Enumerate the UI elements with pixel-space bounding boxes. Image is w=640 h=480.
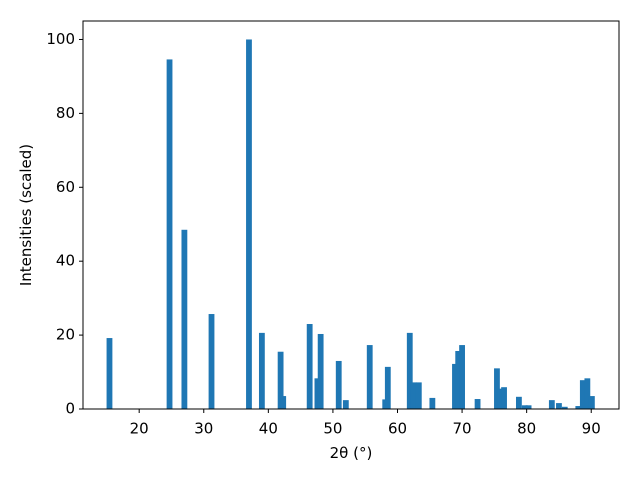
bar — [452, 363, 458, 409]
x-tick-label: 20 — [130, 420, 149, 438]
bar — [342, 400, 349, 409]
bar — [317, 333, 324, 409]
x-tick-label: 40 — [259, 420, 278, 438]
bar — [410, 382, 417, 409]
x-tick-label: 60 — [388, 420, 407, 438]
y-tick-label: 0 — [65, 400, 75, 418]
bar — [459, 345, 465, 409]
bar — [258, 332, 265, 409]
bar — [584, 378, 591, 409]
bar — [306, 324, 313, 409]
axes-frame — [82, 20, 620, 410]
x-tick-label: 70 — [453, 420, 472, 438]
y-tick-label: 100 — [46, 30, 75, 48]
bar — [314, 378, 321, 409]
bar — [415, 382, 422, 409]
y-tick-label: 60 — [56, 178, 75, 196]
bar — [384, 366, 391, 409]
x-tick-label: 80 — [517, 420, 536, 438]
bar — [515, 396, 522, 409]
bar — [406, 332, 413, 409]
bar — [575, 406, 582, 409]
x-tick-label: 50 — [323, 420, 342, 438]
x-tick-label: 30 — [194, 420, 213, 438]
x-axis-label: 2θ (°) — [330, 444, 373, 462]
bar — [579, 380, 586, 409]
bar — [525, 405, 532, 409]
bar — [588, 396, 595, 409]
bar — [277, 351, 284, 409]
y-tick-label: 40 — [56, 252, 75, 270]
bar — [548, 400, 555, 409]
bar — [208, 314, 215, 409]
bar — [494, 368, 500, 409]
bar — [246, 39, 252, 409]
bar — [429, 397, 436, 409]
bar — [280, 396, 287, 409]
bar — [166, 59, 173, 409]
bar — [366, 345, 373, 409]
y-tick-label: 20 — [56, 326, 75, 344]
bar — [474, 399, 481, 409]
bar — [335, 360, 342, 409]
bar — [181, 229, 188, 409]
bar — [106, 338, 113, 409]
bar — [556, 403, 562, 409]
y-axis-label: Intensities (scaled) — [17, 144, 35, 286]
bar — [455, 350, 462, 409]
bar — [561, 406, 568, 409]
bar — [521, 405, 528, 409]
bar — [501, 387, 507, 409]
bar — [497, 388, 504, 409]
y-tick-label: 80 — [56, 104, 75, 122]
x-tick-label: 90 — [582, 420, 601, 438]
